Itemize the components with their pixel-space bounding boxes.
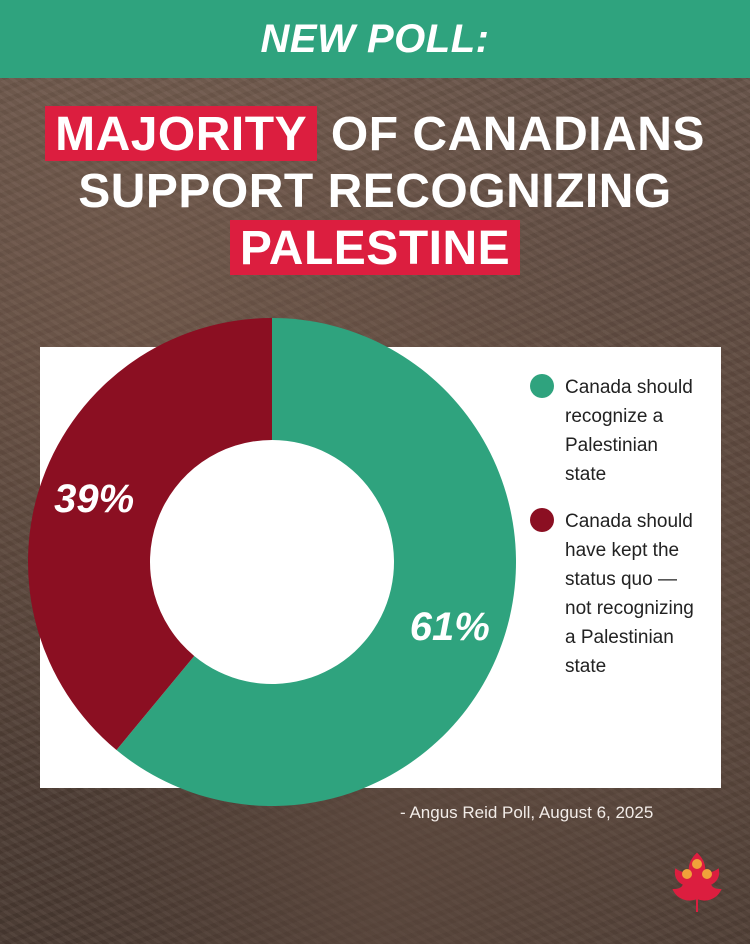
legend-label: Canada should have kept the status quo — no… [565,507,694,681]
legend-label-line: state [565,656,607,677]
legend-label: Canada should recognize a Palestinian state [565,373,693,489]
legend-label-line: Palestinian [565,435,658,456]
headline-line-2: SUPPORT RECOGNIZING [78,165,672,218]
legend-label-line: have kept the [565,540,680,561]
legend-label-line: Canada should [565,377,693,398]
legend-swatch-icon [530,508,554,532]
donut-slice-2 [28,318,272,751]
legend-label-line: status quo — [565,569,677,590]
donut-slice-1 [116,318,517,806]
headline-text-canadians: OF CANADIANS [317,108,705,161]
legend-label-line: Canada should [565,511,693,532]
legend-label-line: state [565,464,607,485]
chart-legend: Canada should recognize a Palestinian state… [530,373,730,699]
donut-data-label-1: 61% [410,605,490,649]
legend-label-line: recognize a [565,406,664,427]
legend-label-line: not recognizing [565,598,694,619]
headline-line-3: PALESTINE [0,220,750,277]
banner-text: NEW POLL: [260,16,490,61]
headline: MAJORITY OF CANADIANS SUPPORT RECOGNIZIN… [0,106,750,277]
headline-highlight-palestine: PALESTINE [229,220,521,275]
source-citation: - Angus Reid Poll, August 6, 2025 [400,803,654,822]
legend-item-2: Canada should have kept the status quo — no… [530,507,730,681]
legend-label-line: a Palestinian [565,627,674,648]
legend-swatch-icon [530,374,554,398]
legend-item-1: Canada should recognize a Palestinian state [530,373,730,489]
headline-highlight-majority: MAJORITY [45,106,318,161]
donut-data-label-2: 39% [54,477,134,521]
header-banner: NEW POLL: [0,0,750,78]
headline-line-1: MAJORITY OF CANADIANS [0,106,750,163]
maple-leaf-people-logo-icon [672,852,722,912]
